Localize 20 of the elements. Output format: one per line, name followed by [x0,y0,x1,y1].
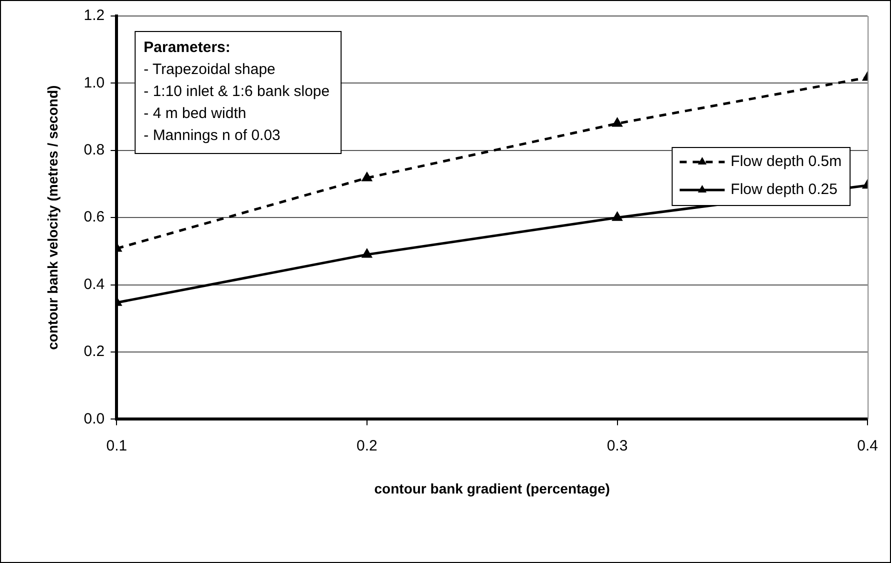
x-axis-title: contour bank gradient (percentage) [374,480,610,496]
annotation: - Mannings n of 0.03 [144,127,280,144]
x-tick-label: 0.1 [106,437,128,454]
annotation: Parameters: [144,39,230,56]
y-tick-label: 0.2 [84,343,105,360]
y-tick-label: 0.0 [84,410,105,428]
y-tick-label: 1.0 [84,74,105,92]
x-tick-label: 0.4 [857,437,878,454]
x-tick-label: 0.2 [356,437,378,454]
y-tick-label: 0.6 [84,208,105,226]
y-tick-label: 0.8 [84,142,105,159]
y-tick-label: 0.4 [84,276,105,293]
annotation: - Trapezoidal shape [144,61,276,78]
annotation: - 4 m bed width [144,105,246,122]
legend-label: Flow depth 0.5m [730,153,842,170]
x-tick-label: 0.3 [606,437,628,454]
y-tick-label: 1.2 [84,7,105,24]
y-axis-title: contour bank velocity (metres / second) [44,85,60,350]
legend-label: Flow depth 0.25 [730,181,838,198]
annotation: - 1:10 inlet & 1:6 bank slope [144,83,330,100]
